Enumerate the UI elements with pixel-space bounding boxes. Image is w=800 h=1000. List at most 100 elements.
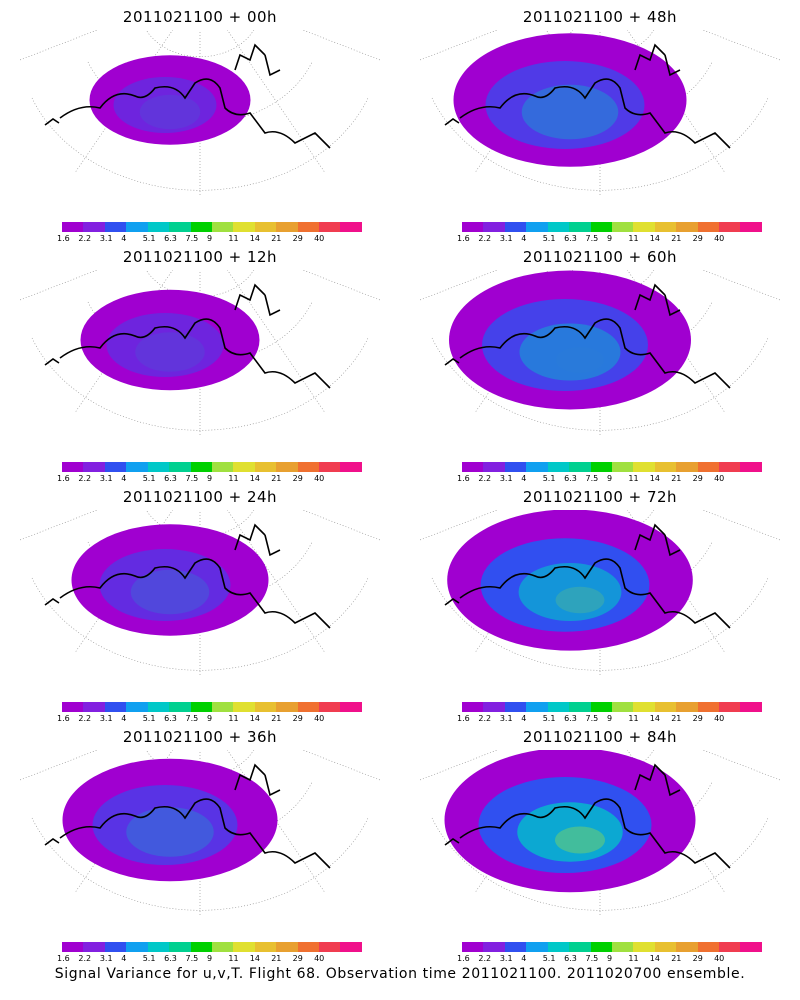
colorbar-label: 29 bbox=[292, 474, 303, 483]
panel-title: 2011021100 + 36h bbox=[122, 728, 278, 746]
colorbar-swatch bbox=[547, 222, 570, 232]
colorbar-swatch bbox=[676, 222, 698, 232]
colorbar-label: 6.3 bbox=[564, 234, 577, 243]
panel-title: 2011021100 + 84h bbox=[522, 728, 678, 746]
colorbar-swatch bbox=[211, 222, 234, 232]
colorbar-label: 6.3 bbox=[164, 234, 177, 243]
colorbar-swatch bbox=[169, 942, 191, 952]
colorbar-swatch bbox=[676, 702, 698, 712]
colorbar-swatch bbox=[319, 702, 341, 712]
colorbar-swatch bbox=[190, 222, 212, 232]
colorbar-swatch bbox=[611, 702, 634, 712]
colorbar-swatch bbox=[590, 222, 612, 232]
colorbar-label: 4 bbox=[521, 714, 527, 723]
colorbar-swatch bbox=[83, 942, 105, 952]
colorbar-swatch bbox=[504, 702, 527, 712]
colorbar-swatch bbox=[211, 462, 234, 472]
colorbar-swatch bbox=[719, 462, 741, 472]
colorbar-swatch bbox=[462, 942, 484, 952]
colorbar-label: 3.1 bbox=[99, 714, 113, 723]
colorbar-labels: 1.6 2.2 3.1 4 5.1 6.3 7.5 9 11 14 21 29 40 bbox=[457, 714, 757, 724]
colorbar-label: 9 bbox=[206, 954, 213, 963]
colorbar-swatch bbox=[611, 462, 634, 472]
forecast-panel: 2011021100 + 24h 1.6 2.2 3.1 4 5.1 6.3 7.5 9 11 14… bbox=[0, 480, 400, 725]
colorbar-label: 5.1 bbox=[542, 234, 556, 243]
colorbar-label: 40 bbox=[314, 714, 325, 723]
colorbar-label: 1.6 bbox=[457, 234, 470, 243]
colorbar-swatch bbox=[547, 462, 570, 472]
colorbar-swatch bbox=[740, 702, 762, 712]
colorbar-swatch bbox=[697, 222, 720, 232]
colorbar-swatch bbox=[697, 942, 720, 952]
colorbar-swatch bbox=[676, 462, 698, 472]
colorbar-swatch bbox=[340, 702, 362, 712]
colorbar-label: 9 bbox=[206, 234, 213, 243]
colorbar-label: 14 bbox=[649, 474, 660, 483]
colorbar-swatch bbox=[697, 702, 720, 712]
polar-map bbox=[20, 30, 380, 195]
colorbar-label: 21 bbox=[271, 474, 282, 483]
panel-title: 2011021100 + 72h bbox=[522, 488, 678, 506]
colorbar-label: 9 bbox=[606, 714, 613, 723]
colorbar-swatch bbox=[254, 942, 277, 952]
colorbar-swatch bbox=[740, 462, 762, 472]
colorbar-swatch bbox=[297, 942, 320, 952]
colorbar-swatch bbox=[254, 222, 277, 232]
colorbar-swatch bbox=[190, 702, 212, 712]
colorbar-label bbox=[335, 954, 356, 964]
coastline bbox=[44, 763, 331, 869]
colorbar-swatch bbox=[569, 942, 591, 952]
colorbar-swatch bbox=[276, 222, 298, 232]
colorbar-swatch bbox=[319, 942, 341, 952]
colorbar-swatch bbox=[297, 462, 320, 472]
colorbar-swatch bbox=[169, 702, 191, 712]
colorbar-label: 3.1 bbox=[99, 954, 113, 963]
colorbar-label: 29 bbox=[692, 474, 703, 483]
colorbar-label: 1.6 bbox=[57, 714, 70, 723]
panel-title: 2011021100 + 12h bbox=[122, 248, 278, 266]
colorbar-labels: 1.6 2.2 3.1 4 5.1 6.3 7.5 9 11 14 21 29 40 bbox=[457, 954, 757, 964]
colorbar-label: 5.1 bbox=[542, 714, 556, 723]
colorbar bbox=[62, 222, 362, 232]
colorbar-label: 5.1 bbox=[142, 474, 156, 483]
polar-map bbox=[20, 750, 380, 915]
variance-field bbox=[80, 289, 260, 391]
colorbar bbox=[462, 222, 762, 232]
colorbar-label: 21 bbox=[671, 234, 682, 243]
colorbar-label: 5.1 bbox=[542, 954, 556, 963]
coastline bbox=[444, 283, 731, 389]
figure-caption: Signal Variance for u,v,T. Flight 68. Ob… bbox=[54, 966, 746, 982]
colorbar-labels: 1.6 2.2 3.1 4 5.1 6.3 7.5 9 11 14 21 29 40 bbox=[57, 474, 357, 484]
colorbar-label: 40 bbox=[714, 714, 725, 723]
forecast-panel: 2011021100 + 60h 1.6 2.2 3.1 4 5.1 6.3 7.5 9 11 14… bbox=[400, 240, 800, 485]
colorbar-label: 14 bbox=[649, 714, 660, 723]
polar-map bbox=[20, 510, 380, 675]
variance-field bbox=[447, 510, 693, 651]
colorbar-swatch bbox=[83, 702, 105, 712]
colorbar-label: 5.1 bbox=[542, 474, 556, 483]
colorbar-swatch bbox=[633, 942, 655, 952]
coastline bbox=[44, 43, 331, 149]
colorbar-swatch bbox=[740, 222, 762, 232]
colorbar-labels: 1.6 2.2 3.1 4 5.1 6.3 7.5 9 11 14 21 29 40 bbox=[57, 954, 357, 964]
variance-field bbox=[444, 750, 696, 893]
colorbar-label: 29 bbox=[692, 714, 703, 723]
colorbar-swatch bbox=[254, 462, 277, 472]
colorbar-label: 7.5 bbox=[585, 954, 599, 963]
colorbar-label: 6.3 bbox=[164, 714, 177, 723]
coastline bbox=[444, 43, 731, 149]
colorbar-swatch bbox=[526, 222, 548, 232]
colorbar-label: 4 bbox=[521, 954, 527, 963]
polar-map bbox=[420, 30, 780, 195]
coastline bbox=[444, 523, 731, 629]
colorbar-label: 29 bbox=[292, 954, 303, 963]
colorbar-swatch bbox=[83, 462, 105, 472]
colorbar-swatch bbox=[147, 222, 170, 232]
colorbar-label: 9 bbox=[606, 954, 613, 963]
colorbar-label: 21 bbox=[271, 234, 282, 243]
colorbar-label: 9 bbox=[206, 714, 213, 723]
colorbar-swatch bbox=[526, 702, 548, 712]
colorbar-label: 11 bbox=[628, 714, 639, 723]
panel-title: 2011021100 + 60h bbox=[522, 248, 678, 266]
colorbar-swatch bbox=[211, 942, 234, 952]
